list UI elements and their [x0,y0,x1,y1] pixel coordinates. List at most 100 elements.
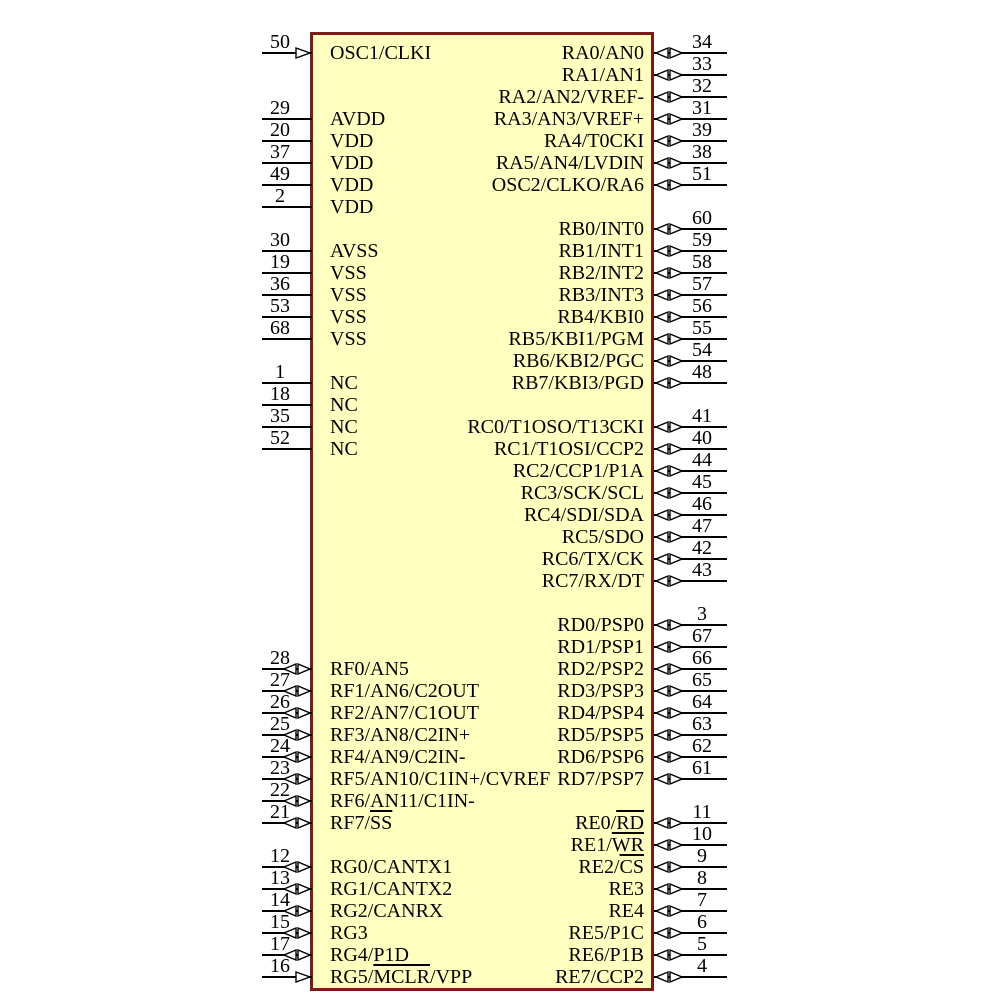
pin-wire[interactable] [654,426,727,428]
bidirectional-pin-arrow-icon[interactable] [655,575,683,587]
bidirectional-pin-arrow-icon[interactable] [655,641,683,653]
pin-wire[interactable] [654,580,727,582]
pin-wire[interactable] [262,338,312,340]
bidirectional-pin-arrow-icon[interactable] [655,377,683,389]
pin-wire[interactable] [654,382,727,384]
bidirectional-pin-arrow-icon[interactable] [655,663,683,675]
pin-wire[interactable] [654,778,727,780]
pin-wire[interactable] [262,162,312,164]
pin-wire[interactable] [654,910,727,912]
bidirectional-pin-arrow-icon[interactable] [655,619,683,631]
bidirectional-pin-arrow-icon[interactable] [655,883,683,895]
pin-wire[interactable] [654,184,727,186]
pin-wire[interactable] [654,448,727,450]
bidirectional-pin-arrow-icon[interactable] [655,113,683,125]
pin-wire[interactable] [654,624,727,626]
bidirectional-pin-arrow-icon[interactable] [283,663,311,675]
pin-wire[interactable] [654,272,727,274]
pin-wire[interactable] [262,140,312,142]
input-pin-arrow-icon[interactable] [295,47,311,59]
bidirectional-pin-arrow-icon[interactable] [283,883,311,895]
pin-wire[interactable] [654,294,727,296]
bidirectional-pin-arrow-icon[interactable] [655,817,683,829]
bidirectional-pin-arrow-icon[interactable] [655,905,683,917]
pin-wire[interactable] [654,844,727,846]
pin-wire[interactable] [262,272,312,274]
bidirectional-pin-arrow-icon[interactable] [655,311,683,323]
pin-wire[interactable] [654,734,727,736]
pin-wire[interactable] [654,866,727,868]
pin-wire[interactable] [262,184,312,186]
bidirectional-pin-arrow-icon[interactable] [283,905,311,917]
bidirectional-pin-arrow-icon[interactable] [283,817,311,829]
pin-wire[interactable] [654,514,727,516]
pin-wire[interactable] [262,976,312,978]
bidirectional-pin-arrow-icon[interactable] [655,333,683,345]
pin-wire[interactable] [654,536,727,538]
bidirectional-pin-arrow-icon[interactable] [283,795,311,807]
bidirectional-pin-arrow-icon[interactable] [655,355,683,367]
pin-wire[interactable] [654,360,727,362]
bidirectional-pin-arrow-icon[interactable] [655,685,683,697]
pin-wire[interactable] [262,316,312,318]
pin-wire[interactable] [654,932,727,934]
pin-wire[interactable] [654,316,727,318]
bidirectional-pin-arrow-icon[interactable] [283,751,311,763]
pin-wire[interactable] [262,250,312,252]
pin-wire[interactable] [654,338,727,340]
pin-wire[interactable] [654,140,727,142]
bidirectional-pin-arrow-icon[interactable] [655,971,683,983]
bidirectional-pin-arrow-icon[interactable] [655,773,683,785]
pin-wire[interactable] [654,96,727,98]
pin-wire[interactable] [654,558,727,560]
pin-wire[interactable] [654,712,727,714]
input-pin-arrow-icon[interactable] [295,971,311,983]
bidirectional-pin-arrow-icon[interactable] [283,949,311,961]
bidirectional-pin-arrow-icon[interactable] [283,861,311,873]
bidirectional-pin-arrow-icon[interactable] [655,927,683,939]
bidirectional-pin-arrow-icon[interactable] [655,509,683,521]
bidirectional-pin-arrow-icon[interactable] [655,553,683,565]
pin-wire[interactable] [262,118,312,120]
pin-wire[interactable] [654,756,727,758]
bidirectional-pin-arrow-icon[interactable] [655,751,683,763]
bidirectional-pin-arrow-icon[interactable] [283,773,311,785]
bidirectional-pin-arrow-icon[interactable] [655,707,683,719]
pin-wire[interactable] [654,888,727,890]
bidirectional-pin-arrow-icon[interactable] [283,685,311,697]
bidirectional-pin-arrow-icon[interactable] [655,465,683,477]
pin-wire[interactable] [654,228,727,230]
pin-wire[interactable] [654,250,727,252]
pin-wire[interactable] [262,426,312,428]
bidirectional-pin-arrow-icon[interactable] [655,69,683,81]
bidirectional-pin-arrow-icon[interactable] [655,729,683,741]
pin-wire[interactable] [654,118,727,120]
pin-wire[interactable] [654,162,727,164]
bidirectional-pin-arrow-icon[interactable] [655,157,683,169]
bidirectional-pin-arrow-icon[interactable] [283,927,311,939]
bidirectional-pin-arrow-icon[interactable] [655,91,683,103]
pin-wire[interactable] [262,206,312,208]
bidirectional-pin-arrow-icon[interactable] [655,289,683,301]
bidirectional-pin-arrow-icon[interactable] [655,861,683,873]
pin-wire[interactable] [262,294,312,296]
pin-wire[interactable] [654,976,727,978]
pin-wire[interactable] [654,470,727,472]
pin-wire[interactable] [654,668,727,670]
pin-wire[interactable] [654,822,727,824]
pin-wire[interactable] [262,404,312,406]
bidirectional-pin-arrow-icon[interactable] [655,135,683,147]
chip-body[interactable] [310,32,654,991]
pin-wire[interactable] [654,52,727,54]
pin-wire[interactable] [654,954,727,956]
bidirectional-pin-arrow-icon[interactable] [655,949,683,961]
bidirectional-pin-arrow-icon[interactable] [655,179,683,191]
bidirectional-pin-arrow-icon[interactable] [655,421,683,433]
bidirectional-pin-arrow-icon[interactable] [283,729,311,741]
pin-wire[interactable] [654,74,727,76]
pin-wire[interactable] [654,646,727,648]
pin-wire[interactable] [654,690,727,692]
bidirectional-pin-arrow-icon[interactable] [655,47,683,59]
pin-wire[interactable] [654,492,727,494]
bidirectional-pin-arrow-icon[interactable] [655,443,683,455]
